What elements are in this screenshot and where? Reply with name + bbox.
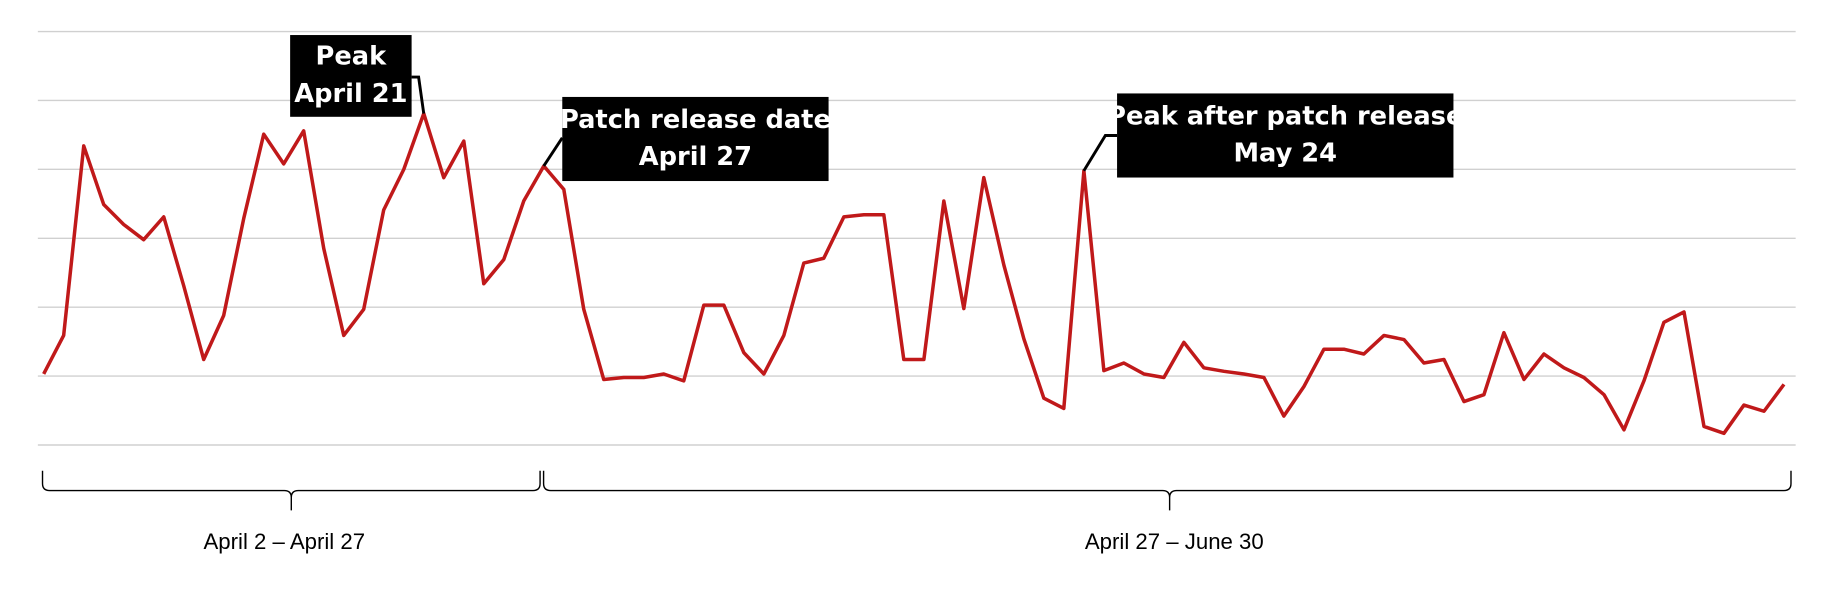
annotation-box <box>1117 93 1454 178</box>
annotation-connector <box>1082 134 1118 172</box>
annotation-text: Patch release date <box>560 105 831 135</box>
range-brace <box>542 470 1792 511</box>
range-label: April 27 – June 30 <box>1085 529 1264 554</box>
annotation-connector <box>542 137 564 167</box>
annotation-text: April 21 <box>294 79 407 109</box>
annotation-box <box>562 96 829 182</box>
annotation-text: April 27 <box>639 142 752 172</box>
annotation-text: Peak after patch release <box>1107 101 1463 131</box>
annotation-connector <box>411 75 426 114</box>
annotation-text: Peak <box>316 42 388 72</box>
annotation-box <box>290 35 412 117</box>
range-brace <box>41 470 541 511</box>
annotation-text: May 24 <box>1233 139 1337 169</box>
range-label: April 2 – April 27 <box>204 529 366 554</box>
data-line <box>42 111 1786 436</box>
